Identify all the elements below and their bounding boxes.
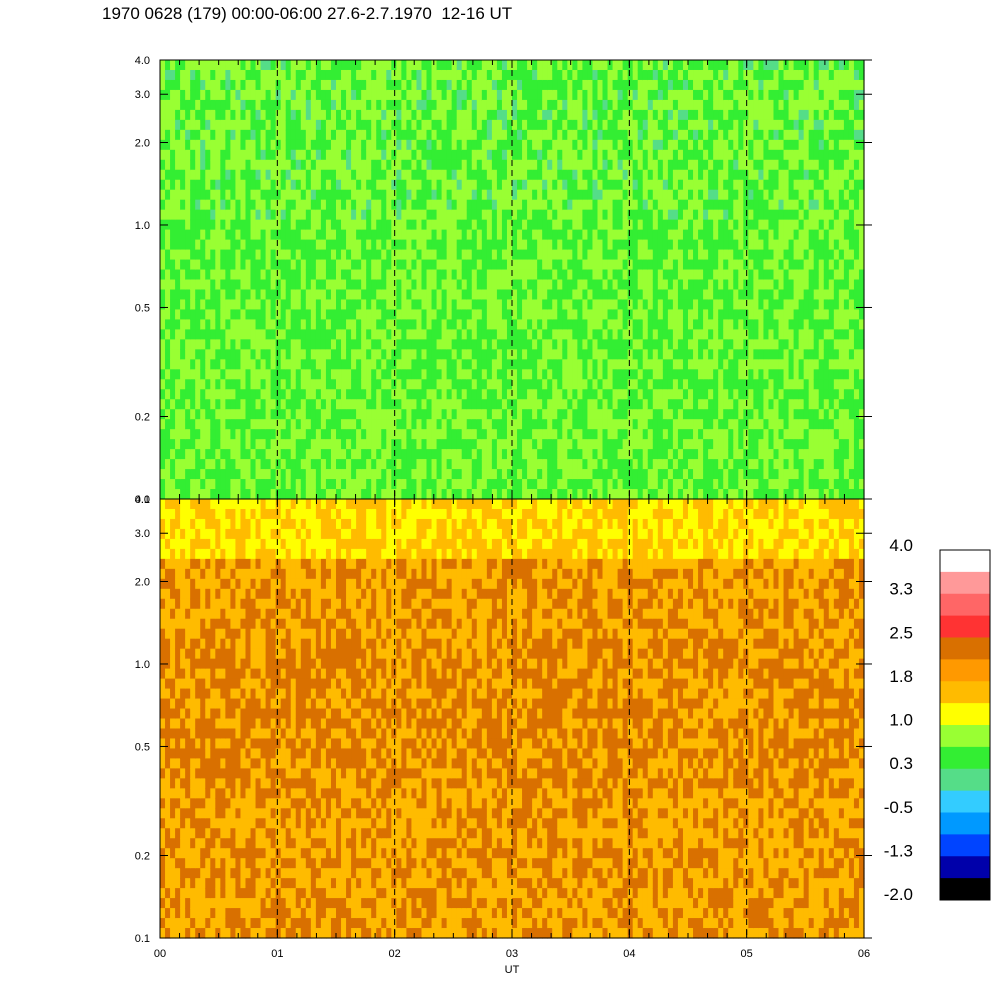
colorbar-frame [939,549,991,901]
y-tick-label: 0.1 [135,494,150,506]
y-tick-label: 2.0 [135,576,150,588]
colorbar-swatch [940,637,990,660]
colorbar: 4.0 3.3 2.5 1.8 1.0 0.3 -0.5 -1.3 -2.0 [884,536,991,904]
y-tick-label: 0.2 [135,851,150,863]
colorbar-label: 1.0 [889,711,913,730]
colorbar-swatch [940,550,990,573]
x-tick-label: 06 [858,948,870,960]
spectrogram-texture [160,60,865,500]
colorbar-label: 0.3 [889,754,913,773]
colorbar-label: -1.3 [884,841,913,860]
colorbar-swatch [940,834,990,857]
colorbar-swatch [940,725,990,748]
colorbar-swatch [940,790,990,813]
x-axis-label: UT [505,964,520,976]
y-tick-label: 0.5 [135,302,150,314]
colorbar-swatch [940,746,990,770]
colorbar-label: 4.0 [889,536,913,555]
colorbar-swatch [940,768,990,792]
colorbar-label: -0.5 [884,798,913,817]
colorbar-swatch [940,593,990,617]
colorbar-swatch [940,856,990,879]
colorbar-swatch [940,681,990,704]
y-tick-label: 1.0 [135,659,150,671]
y-tick-label: 4.0 [135,55,150,67]
x-tick-label: 03 [506,948,518,960]
x-tick-label: 05 [741,948,753,960]
colorbar-swatch [940,615,990,638]
y-tick-label: 3.0 [135,89,150,101]
lower-panel: 0.1 0.2 0.5 1.0 2.0 3.0 4.0 [135,494,872,945]
y-tick-label: 4.0 [135,494,150,506]
spectrogram-texture [160,499,865,939]
colorbar-swatch [940,571,990,595]
colorbar-swatch [940,659,990,682]
colorbar-swatch [940,878,990,901]
y-tick-label: 1.0 [135,220,150,232]
x-tick-label: 02 [389,948,401,960]
y-tick-label: 0.2 [135,412,150,424]
colorbar-label: 1.8 [889,667,913,686]
colorbar-label: 2.5 [889,623,913,642]
colorbar-label: -2.0 [884,885,913,904]
x-tick-label: 04 [623,948,635,960]
x-tick-label: 00 [154,948,166,960]
x-tick-label: 01 [271,948,283,960]
chart-title: 1970 0628 (179) 00:00-06:00 27.6-2.7.197… [102,4,513,23]
colorbar-swatch [940,812,990,835]
y-tick-label: 0.1 [135,933,150,945]
y-tick-label: 3.0 [135,528,150,540]
x-axis: 00 01 02 03 04 05 06 UT [154,948,870,976]
upper-panel: 0.1 0.2 0.5 1.0 2.0 3.0 4.0 [135,55,872,506]
colorbar-swatch [940,703,990,726]
y-tick-label: 0.5 [135,741,150,753]
colorbar-label: 3.3 [889,580,913,599]
y-tick-label: 2.0 [135,137,150,149]
